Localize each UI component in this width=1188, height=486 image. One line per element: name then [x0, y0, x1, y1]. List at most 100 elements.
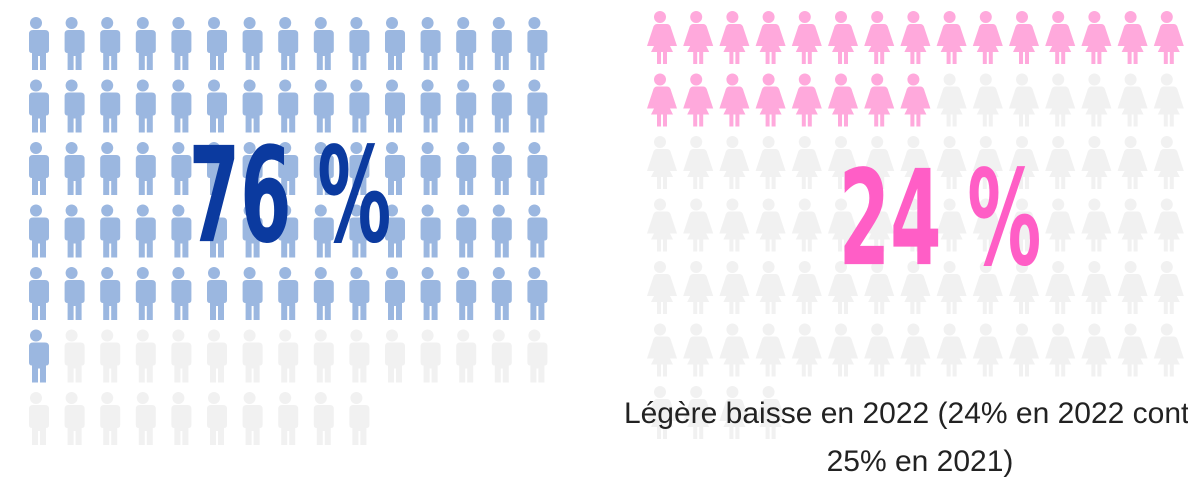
icon-body: [1081, 149, 1112, 189]
icon-empty: [240, 329, 263, 383]
icon-head: [798, 11, 811, 23]
icon-head: [1052, 261, 1065, 273]
icon-empty: [719, 386, 750, 439]
icon-body: [98, 155, 121, 195]
icon-body: [683, 336, 714, 377]
icon-head: [871, 261, 884, 273]
icon-body: [1153, 24, 1184, 64]
icon-body: [418, 217, 441, 258]
icon-body: [828, 24, 858, 64]
icon-empty: [27, 392, 49, 445]
icon-empty: [683, 261, 714, 314]
icon-empty: [1009, 136, 1039, 189]
icon-body: [828, 86, 858, 127]
icon-body: [525, 30, 548, 70]
icon-body: [383, 217, 405, 258]
icon-body: [27, 30, 49, 70]
icon-body: [133, 155, 156, 195]
icon-filled: [133, 267, 156, 320]
icon-filled: [489, 204, 512, 258]
icon-body: [755, 86, 786, 127]
icon-filled: [347, 142, 370, 195]
icon-filled: [98, 79, 121, 133]
icon-empty: [489, 329, 512, 383]
icon-filled: [383, 142, 405, 195]
icon-head: [101, 267, 114, 279]
icon-empty: [755, 386, 786, 439]
icon-body: [683, 211, 714, 252]
icon-filled: [240, 267, 263, 320]
icon-head: [835, 11, 847, 23]
icon-head: [1160, 73, 1173, 86]
icon-body: [347, 280, 370, 320]
icon-empty: [719, 136, 750, 189]
icon-body: [1081, 86, 1112, 127]
icon-body: [719, 336, 750, 377]
icon-head: [172, 204, 185, 217]
icon-empty: [240, 392, 263, 445]
icon-head: [208, 142, 220, 154]
icon-empty: [525, 329, 548, 383]
value-label: 24 %: [839, 143, 1042, 296]
icon-filled: [936, 11, 967, 64]
icon-filled: [311, 79, 334, 133]
icon-body: [205, 155, 227, 195]
icon-head: [492, 204, 505, 217]
icon-filled: [755, 11, 786, 64]
icon-body: [240, 92, 263, 133]
icon-head: [1052, 198, 1065, 211]
icon-empty: [1009, 198, 1039, 252]
icon-filled: [719, 73, 750, 127]
icon-body: [683, 274, 714, 314]
icon-head: [835, 323, 847, 336]
icon-head: [943, 136, 956, 148]
icon-filled: [454, 204, 477, 258]
icon-empty: [936, 323, 967, 377]
icon-empty: [900, 323, 931, 377]
icon-filled: [383, 267, 405, 320]
icon-body: [347, 342, 370, 383]
icon-body: [62, 155, 85, 195]
icon-body: [133, 280, 156, 320]
icon-head: [279, 204, 292, 217]
icon-head: [798, 323, 811, 336]
icon-head: [136, 204, 149, 217]
icon-empty: [647, 136, 677, 189]
icon-body: [98, 92, 121, 133]
icon-head: [101, 17, 114, 29]
icon-body: [647, 336, 677, 377]
icon-body: [828, 149, 858, 189]
icon-head: [979, 323, 992, 336]
icon-body: [936, 86, 967, 127]
icon-filled: [454, 79, 477, 133]
icon-body: [864, 24, 895, 64]
icon-filled: [791, 73, 822, 127]
icon-head: [654, 323, 666, 336]
icon-head: [690, 261, 703, 273]
icon-empty: [864, 136, 895, 189]
icon-head: [726, 323, 739, 336]
icon-head: [314, 17, 327, 29]
icon-body: [1009, 211, 1039, 252]
icon-filled: [133, 79, 156, 133]
icon-empty: [972, 136, 1003, 189]
icon-head: [350, 142, 363, 154]
icon-body: [936, 211, 967, 252]
icon-head: [457, 142, 470, 154]
icon-head: [1052, 73, 1065, 86]
icon-head: [101, 329, 114, 342]
icon-empty: [936, 198, 967, 252]
icon-head: [492, 79, 505, 92]
icon-empty: [828, 198, 858, 252]
icon-empty: [98, 392, 121, 445]
icon-head: [30, 17, 42, 29]
icon-head: [654, 386, 666, 398]
icon-filled: [240, 142, 263, 195]
icon-filled: [347, 204, 370, 258]
icon-head: [350, 267, 363, 279]
icon-body: [240, 30, 263, 70]
icon-empty: [1117, 323, 1148, 377]
icon-filled: [683, 11, 714, 64]
icon-head: [65, 204, 78, 217]
icon-body: [311, 30, 334, 70]
